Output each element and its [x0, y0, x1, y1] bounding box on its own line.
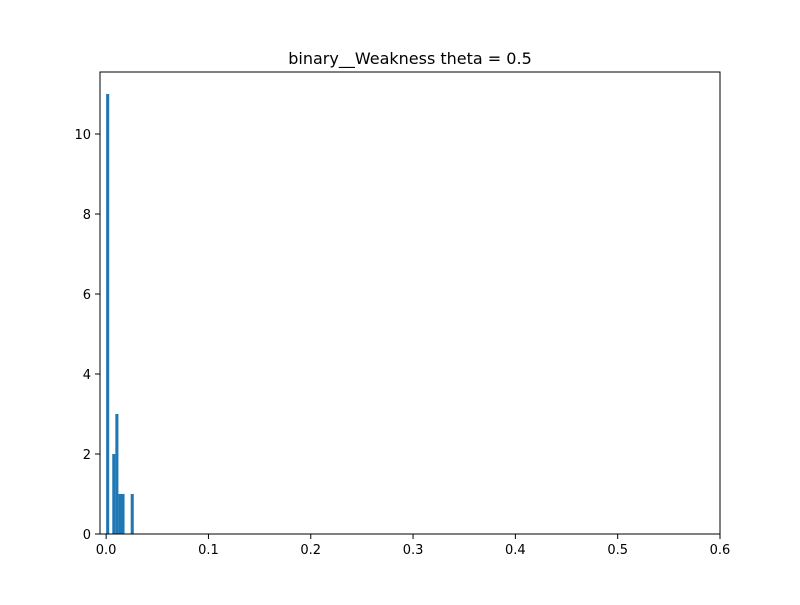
chart-title: binary__Weakness theta = 0.5	[288, 49, 532, 69]
x-tick-label: 0.3	[403, 543, 424, 558]
y-axis-ticks: 0 2 4 6 8 10	[74, 128, 100, 543]
x-axis-ticks: 0.0 0.1 0.2 0.3 0.4 0.5 0.6	[96, 534, 731, 558]
histogram-bar	[112, 454, 116, 534]
x-tick-label: 0.2	[300, 543, 321, 558]
histogram-bar	[121, 494, 125, 534]
x-tick-label: 0.6	[710, 543, 731, 558]
bars-group	[106, 94, 134, 534]
histogram-bar	[118, 494, 122, 534]
y-tick-label: 10	[74, 128, 91, 143]
axes-frame	[99, 71, 721, 535]
histogram-bar	[106, 94, 110, 534]
histogram-bar	[115, 414, 119, 534]
x-tick-label: 0.5	[607, 543, 628, 558]
y-tick-label: 0	[83, 528, 91, 543]
y-tick-label: 2	[83, 448, 91, 463]
y-tick-label: 6	[83, 288, 91, 303]
x-tick-label: 0.1	[198, 543, 219, 558]
y-tick-label: 8	[83, 208, 91, 223]
y-tick-label: 4	[83, 368, 91, 383]
x-tick-label: 0.4	[505, 543, 526, 558]
histogram-bar	[130, 494, 134, 534]
x-tick-label: 0.0	[96, 543, 117, 558]
